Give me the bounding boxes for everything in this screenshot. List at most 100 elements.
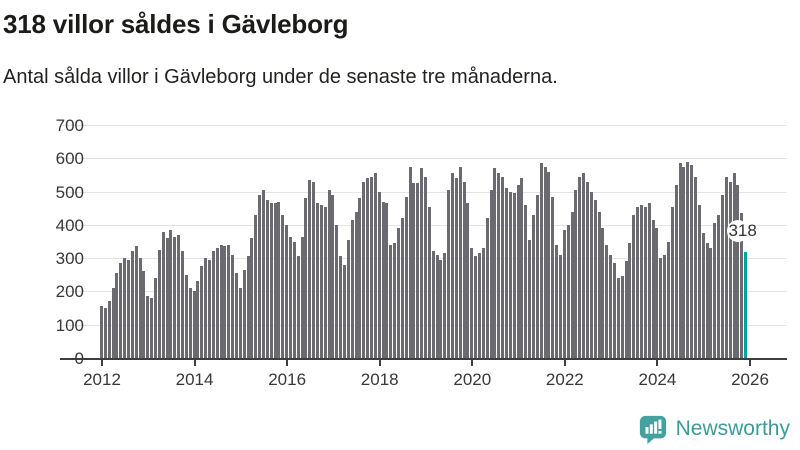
bar [489, 189, 493, 358]
bar [123, 258, 127, 358]
gridline-600 [62, 158, 787, 160]
bar [470, 248, 474, 358]
bar [555, 244, 559, 358]
bar [304, 198, 308, 358]
newsworthy-brand[interactable]: Newsworthy [638, 414, 790, 444]
bar [289, 236, 293, 358]
bar [481, 248, 485, 358]
bar [204, 258, 208, 358]
bar [431, 251, 435, 358]
bar [165, 238, 169, 358]
bar [308, 179, 312, 358]
bar [663, 254, 667, 358]
bar [682, 166, 686, 358]
bar [269, 203, 273, 358]
bar [100, 306, 104, 358]
bar [659, 258, 663, 358]
bar [478, 253, 482, 358]
bar [142, 271, 146, 358]
bar [578, 176, 582, 358]
bar [339, 256, 343, 358]
bar [393, 243, 397, 358]
bar [601, 228, 605, 358]
bar [717, 214, 721, 358]
x-tick-2014 [193, 360, 196, 366]
bar [362, 181, 366, 358]
bar [497, 173, 501, 358]
bar [640, 204, 644, 358]
bar [651, 219, 655, 358]
y-axis-label-400: 400 [55, 215, 84, 235]
bar [524, 204, 528, 358]
bar [709, 248, 713, 358]
bar [173, 236, 177, 358]
bar [250, 238, 254, 358]
bar [501, 176, 505, 358]
bar [582, 173, 586, 358]
bar [154, 278, 158, 358]
x-tick-2016 [286, 360, 289, 366]
bar [397, 228, 401, 358]
bar [740, 213, 744, 358]
bar [184, 274, 188, 358]
bar [265, 199, 269, 358]
y-axis-label-300: 300 [55, 249, 84, 269]
bar [516, 184, 520, 358]
bar [188, 288, 192, 358]
bar [628, 243, 632, 358]
data-label-halo [726, 220, 749, 243]
bar [208, 259, 212, 358]
bar [458, 166, 462, 358]
bar [370, 176, 374, 358]
newsworthy-brand-label: Newsworthy [675, 417, 790, 440]
bar [223, 246, 227, 358]
x-tick-2024 [656, 360, 659, 366]
bar [624, 261, 628, 358]
bar [323, 206, 327, 358]
bar [350, 219, 354, 358]
bar [547, 171, 551, 358]
bar [292, 241, 296, 358]
bar [331, 194, 335, 358]
x-axis-label-2020: 2020 [453, 370, 492, 389]
bar [520, 178, 524, 358]
bar [636, 206, 640, 358]
bar [358, 198, 362, 358]
bar [219, 244, 223, 358]
bar [107, 301, 111, 358]
bar [721, 194, 725, 358]
x-axis-label-2022: 2022 [545, 370, 584, 389]
bar [570, 211, 574, 358]
bar [169, 229, 173, 358]
bar [354, 211, 358, 358]
bar [543, 166, 547, 358]
bar [130, 251, 134, 358]
bar [674, 184, 678, 358]
bar [385, 203, 389, 358]
bar [427, 206, 431, 358]
bar [566, 224, 570, 358]
bar [420, 168, 424, 358]
bar [196, 281, 200, 358]
bar [200, 266, 204, 358]
y-axis-label-600: 600 [55, 149, 84, 169]
latest-value-label: 318 [728, 221, 757, 241]
bar [728, 181, 732, 358]
bar [694, 176, 698, 358]
bar [412, 183, 416, 358]
bar [381, 201, 385, 358]
bar [258, 194, 262, 358]
bar [451, 173, 455, 358]
y-axis-label-100: 100 [55, 315, 84, 335]
bar [678, 163, 682, 358]
bar [335, 224, 339, 358]
bar [736, 184, 740, 358]
bar [535, 194, 539, 358]
x-axis-label-2014: 2014 [175, 370, 214, 389]
bar [316, 203, 320, 358]
bar [146, 296, 150, 358]
bar [242, 269, 246, 358]
bar [701, 233, 705, 358]
x-axis-line [60, 358, 787, 360]
bar [227, 244, 231, 358]
